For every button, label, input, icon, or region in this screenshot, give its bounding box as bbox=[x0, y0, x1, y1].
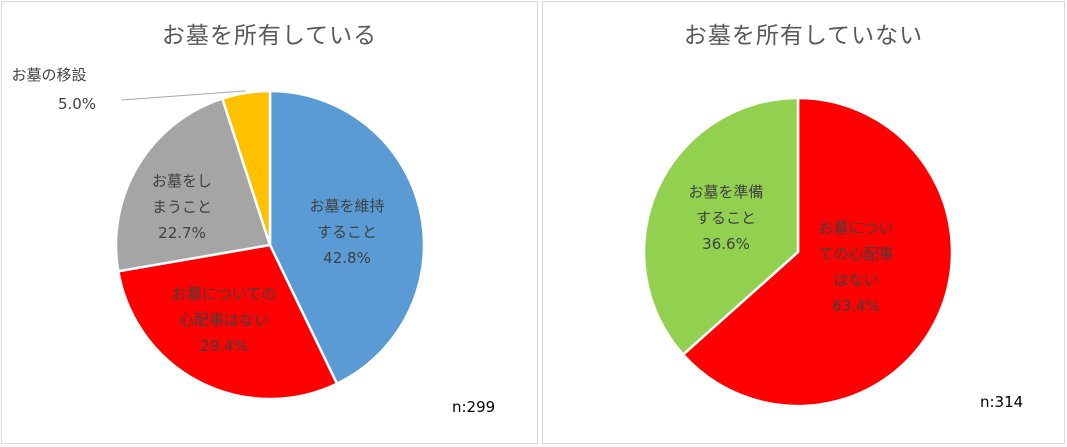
pie-slice bbox=[220, 89, 272, 246]
pie-slice bbox=[268, 89, 426, 386]
chart-panel-owning: お墓を所有している お墓を維持すること 42.8% お墓についての 心配事はない 29.… bbox=[1, 1, 538, 444]
slice-category: お墓を準備 bbox=[688, 183, 763, 201]
slice-percent: 42.8% bbox=[323, 249, 371, 267]
pie-slice bbox=[642, 96, 800, 357]
slice-percent: 36.6% bbox=[702, 235, 750, 253]
slice-percent: 29.4% bbox=[200, 337, 248, 355]
chart-title: お墓を所有している bbox=[161, 23, 378, 49]
pie-slice bbox=[114, 96, 272, 273]
chart-title: お墓を所有していない bbox=[683, 23, 924, 49]
sample-size-label: n:299 bbox=[452, 398, 496, 416]
pie-slice bbox=[681, 96, 954, 408]
slice-category: まうこと bbox=[152, 198, 212, 216]
slice-category: お墓についての bbox=[172, 285, 277, 303]
slice-percent: 22.7% bbox=[158, 224, 206, 242]
pie-slice bbox=[116, 243, 339, 401]
leader-line bbox=[121, 90, 246, 101]
slice-category: お墓の移設 bbox=[11, 66, 86, 84]
slice-percent: 5.0% bbox=[58, 95, 96, 113]
slice-category: はない bbox=[833, 271, 878, 289]
slice-category: お墓を維持 bbox=[309, 197, 384, 215]
slice-category: お墓につい bbox=[818, 219, 893, 237]
slice-category: お墓をし bbox=[152, 172, 212, 190]
slice-category: すること bbox=[696, 209, 756, 227]
sample-size-label: n:314 bbox=[980, 393, 1024, 411]
slice-category: すること bbox=[317, 223, 377, 241]
slice-category: ての心配事 bbox=[818, 245, 893, 263]
slice-label: お墓の移設 5.0% bbox=[11, 66, 96, 113]
slice-percent: 63.4% bbox=[832, 297, 880, 315]
chart-panel-not-owning: お墓を所有していない お墓についての心配事はない 63.4% お墓を準備すること 36… bbox=[542, 1, 1065, 444]
slice-category: 心配事はない bbox=[179, 311, 269, 329]
